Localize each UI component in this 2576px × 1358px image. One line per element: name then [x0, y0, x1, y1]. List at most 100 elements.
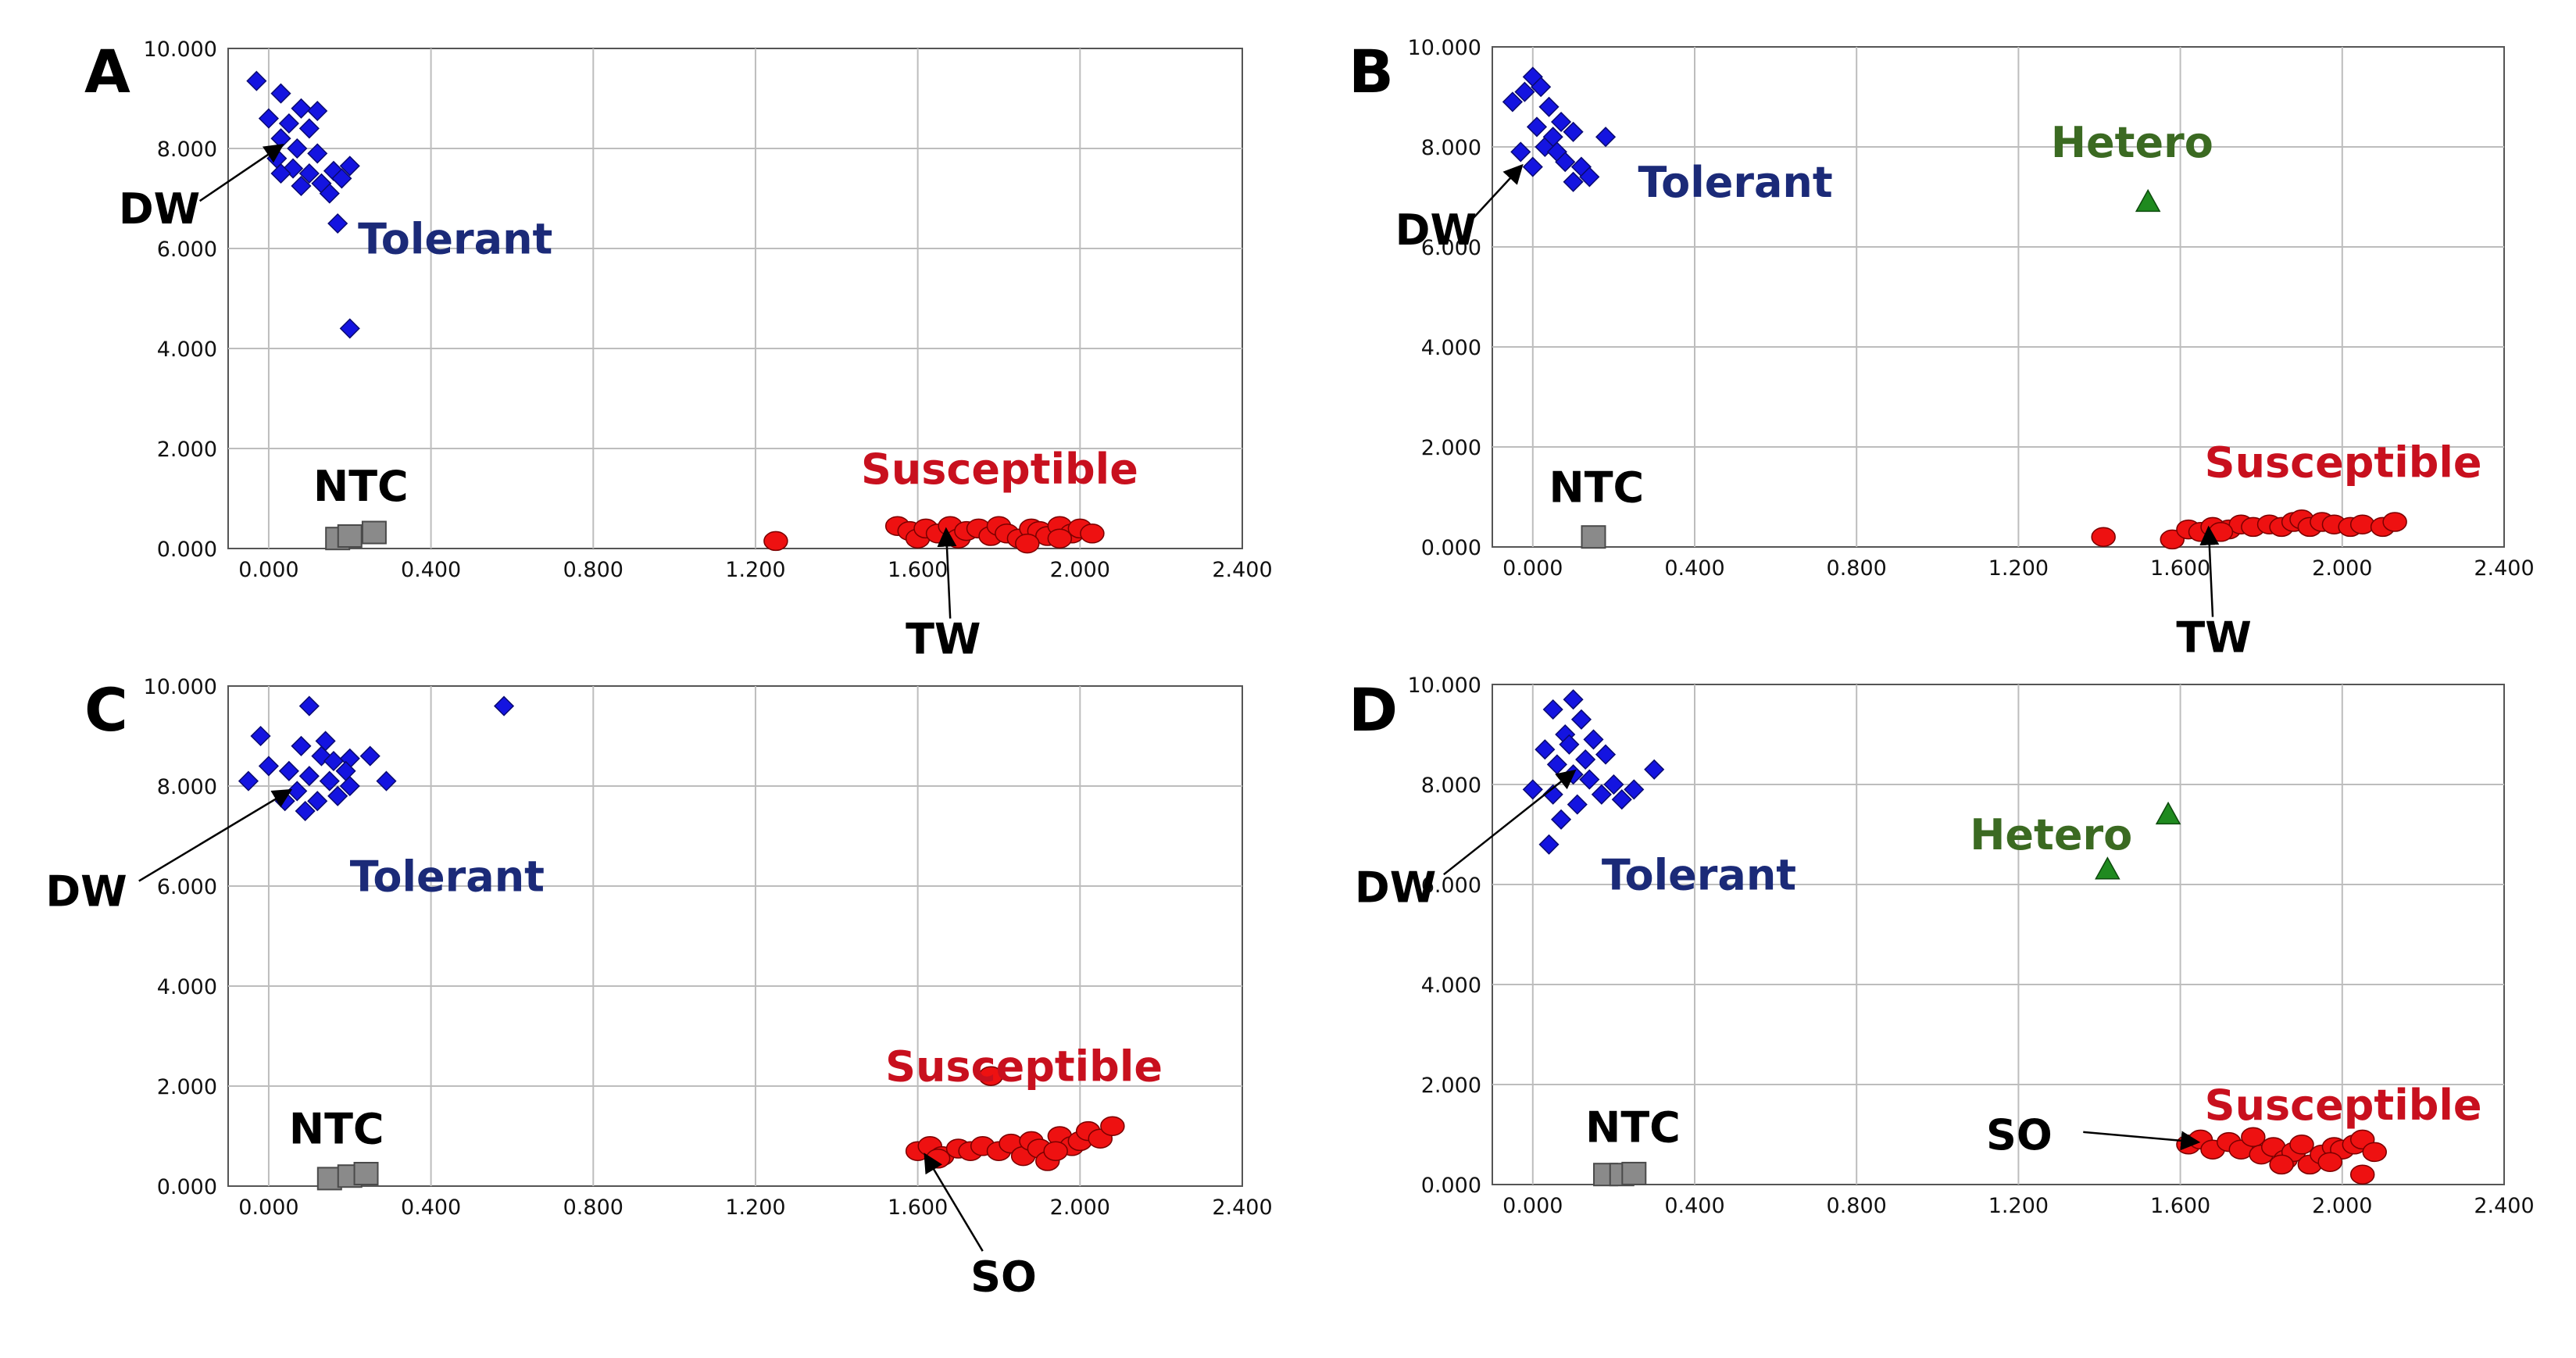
data-point-hetero [2155, 801, 2181, 825]
x-tick-label: 1.200 [725, 1195, 785, 1220]
class-label-ntc: NTC [289, 1105, 384, 1154]
data-point-tolerant [493, 695, 515, 717]
y-tick-label: 0.000 [1421, 536, 1481, 560]
x-tick-label: 0.800 [563, 1195, 623, 1220]
panel-letter-d: D [1349, 675, 1398, 745]
data-point-tolerant [298, 695, 320, 717]
data-point-tolerant [298, 118, 320, 139]
data-point-tolerant [339, 155, 360, 177]
class-label-tolerant: Tolerant [1638, 158, 1832, 207]
data-point-tolerant [1624, 779, 1645, 800]
x-tick-label: 0.000 [1502, 556, 1563, 581]
series-susceptible [763, 516, 1105, 554]
data-point-tolerant [287, 781, 308, 802]
annotation-label-dw: DW [119, 184, 200, 234]
x-tick-label: 2.400 [2474, 556, 2534, 581]
class-label-susceptible: Susceptible [2205, 1081, 2482, 1130]
data-point-susceptible [2208, 522, 2234, 542]
class-label-hetero: Hetero [1970, 810, 2132, 859]
x-tick-label: 2.400 [2474, 1194, 2534, 1218]
data-point-susceptible [2317, 1152, 2343, 1172]
data-point-tolerant [1550, 809, 1572, 830]
annotation-label-so: SO [1986, 1110, 2053, 1160]
data-point-tolerant [323, 750, 345, 772]
plot-area [1492, 46, 2505, 548]
series-susceptible [905, 1066, 1125, 1171]
y-tick-label: 10.000 [144, 675, 217, 699]
y-tick-label: 10.000 [1408, 674, 1481, 698]
annotation-label-dw: DW [45, 867, 127, 917]
class-label-hetero: Hetero [2051, 118, 2213, 167]
y-tick-label: 6.000 [1421, 236, 1481, 260]
y-tick-label: 4.000 [1421, 974, 1481, 998]
data-point-ntc [1621, 1161, 1647, 1185]
data-point-susceptible [763, 531, 788, 552]
y-tick-label: 8.000 [1421, 774, 1481, 798]
x-tick-label: 1.600 [888, 558, 948, 582]
data-point-tolerant [319, 770, 340, 792]
class-label-ntc: NTC [1585, 1103, 1681, 1153]
data-point-susceptible [2362, 1142, 2387, 1163]
y-tick-label: 10.000 [1408, 36, 1481, 60]
annotation-label-so: SO [970, 1252, 1037, 1301]
y-tick-label: 4.000 [157, 975, 217, 999]
series-tolerant [1502, 66, 1617, 192]
series-ntc [1581, 525, 1606, 549]
y-tick-label: 2.000 [1421, 1074, 1481, 1098]
data-point-tolerant [1583, 729, 1604, 750]
x-tick-label: 2.000 [2312, 1194, 2372, 1218]
x-tick-label: 0.000 [238, 558, 298, 582]
x-tick-label: 2.000 [1050, 1195, 1110, 1220]
data-point-susceptible [2091, 527, 2116, 547]
series-tolerant [1522, 689, 1665, 855]
y-tick-label: 4.000 [1421, 336, 1481, 360]
x-tick-label: 0.400 [1664, 556, 1724, 581]
data-point-tolerant [307, 143, 328, 164]
panel-c: 0.000 0.400 0.800 1.200 1.600 2.000 2.400 0.000… [45, 675, 1272, 1301]
data-point-tolerant [1563, 171, 1584, 192]
data-point-tolerant [250, 725, 271, 747]
data-point-susceptible [2382, 512, 2407, 532]
x-tick-label: 1.600 [2150, 556, 2210, 581]
x-tick-label: 1.600 [888, 1195, 948, 1220]
data-point-susceptible [978, 1066, 1003, 1086]
series-tolerant [238, 695, 515, 822]
data-point-tolerant [359, 745, 381, 767]
data-point-tolerant [339, 318, 360, 339]
data-point-tolerant [327, 785, 348, 806]
y-tick-label: 6.000 [157, 238, 217, 262]
data-point-tolerant [1542, 784, 1563, 805]
series-tolerant [246, 70, 360, 339]
class-label-tolerant: Tolerant [350, 852, 545, 901]
data-point-tolerant [291, 735, 312, 756]
data-point-susceptible [1080, 524, 1105, 544]
x-tick-label: 0.400 [1664, 1194, 1724, 1218]
data-point-susceptible [2241, 1127, 2266, 1147]
data-point-tolerant [1550, 111, 1572, 133]
data-point-tolerant [1603, 774, 1624, 795]
panel-a: 0.000 0.400 0.800 1.200 1.600 2.000 2.400 0.000… [84, 37, 1273, 663]
data-point-tolerant [1538, 96, 1560, 117]
annotation-label-tw: TW [906, 614, 981, 663]
data-point-susceptible [1047, 528, 1073, 549]
panel-letter-b: B [1349, 37, 1394, 106]
class-label-susceptible: Susceptible [885, 1042, 1163, 1092]
x-tick-label: 0.000 [1502, 1194, 1563, 1218]
data-point-tolerant [1579, 166, 1600, 188]
data-point-ntc [361, 520, 387, 545]
panel-letter-c: C [84, 675, 128, 745]
data-point-tolerant [270, 163, 291, 184]
data-point-susceptible [2349, 1164, 2375, 1185]
data-point-tolerant [1526, 116, 1548, 138]
data-point-susceptible [1100, 1116, 1125, 1136]
data-point-tolerant [258, 756, 279, 777]
data-point-susceptible [2349, 514, 2375, 534]
x-tick-label: 0.000 [238, 1195, 298, 1220]
data-point-tolerant [339, 775, 360, 797]
x-tick-label: 1.600 [2150, 1194, 2210, 1218]
y-tick-label: 8.000 [1421, 136, 1481, 160]
data-point-susceptible [2289, 1135, 2314, 1155]
y-tick-label: 4.000 [157, 338, 217, 362]
annotation-arrow-so [2083, 1131, 2201, 1151]
data-point-susceptible [2269, 1154, 2294, 1175]
